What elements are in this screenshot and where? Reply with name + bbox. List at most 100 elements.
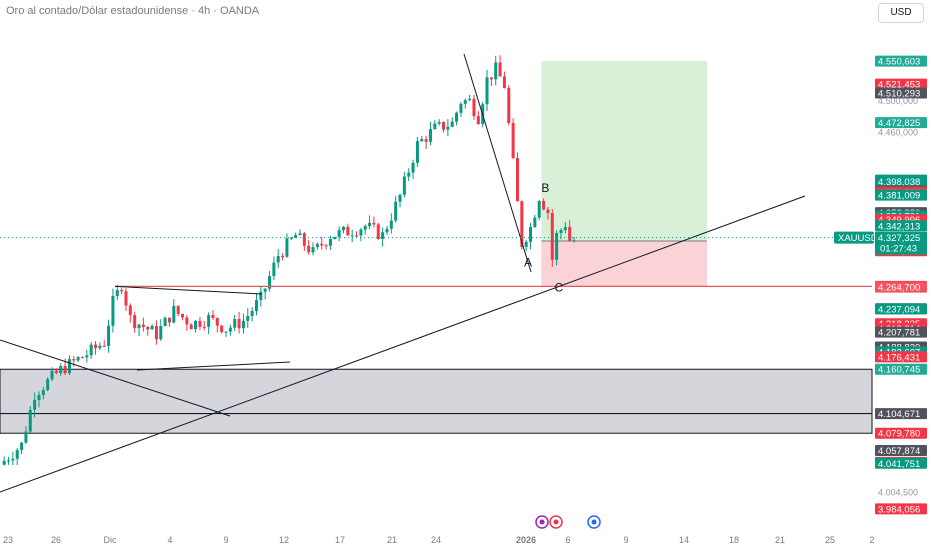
candle <box>67 355 71 376</box>
time-axis-label: 4 <box>167 535 172 545</box>
time-axis-label: 17 <box>335 535 345 545</box>
candle <box>472 94 476 120</box>
candle <box>502 71 506 89</box>
candle <box>515 152 519 202</box>
price-axis-label: 4.176,431 <box>875 351 927 363</box>
svg-text:4.460,000: 4.460,000 <box>878 128 918 138</box>
candle <box>337 226 341 242</box>
candle <box>289 236 293 240</box>
position-stop-zone[interactable] <box>541 241 707 287</box>
candle <box>185 315 189 331</box>
symbol-price-tag[interactable]: XAUUSD <box>834 231 878 245</box>
candle <box>507 85 511 126</box>
time-axis-label: 26 <box>51 535 61 545</box>
candle <box>194 320 198 333</box>
event-flag-icon[interactable] <box>587 515 601 529</box>
candle <box>494 55 498 86</box>
wave-label-b: B <box>541 181 549 195</box>
support-zone-1[interactable] <box>0 368 873 415</box>
ascending-trendline[interactable] <box>0 195 806 493</box>
candle <box>359 227 363 242</box>
candle <box>241 313 245 334</box>
candle <box>80 356 84 359</box>
candle <box>546 206 550 220</box>
svg-text:4.041,751: 4.041,751 <box>878 459 920 470</box>
support-zone-2[interactable] <box>0 413 873 434</box>
candle <box>355 231 359 238</box>
candle <box>485 69 489 112</box>
wedge-trendline[interactable] <box>463 53 532 273</box>
svg-text:4.510,293: 4.510,293 <box>878 88 920 99</box>
time-axis-label: 2 <box>869 535 874 545</box>
price-axis-label: 4.057,874 <box>875 445 927 457</box>
svg-text:4.176,431: 4.176,431 <box>878 352 920 363</box>
candle <box>529 222 533 250</box>
svg-text:4.550,603: 4.550,603 <box>878 57 920 68</box>
candle <box>233 314 237 331</box>
candle <box>376 222 380 241</box>
candle <box>137 323 141 336</box>
price-axis-label: 4.550,603 <box>875 55 927 68</box>
price-axis-label: 4.041,751 <box>875 457 927 470</box>
candle <box>220 325 224 334</box>
candle <box>311 242 315 256</box>
candle <box>455 111 459 126</box>
candle <box>555 230 559 266</box>
candle <box>446 119 450 137</box>
candle <box>328 235 332 250</box>
candle <box>167 317 171 327</box>
candle <box>37 391 41 408</box>
candle <box>20 442 24 455</box>
price-axis-label: 4.510,293 <box>875 87 927 99</box>
candle <box>128 303 132 323</box>
position-target-zone[interactable] <box>541 61 707 242</box>
event-flag-icon[interactable] <box>549 515 563 529</box>
candle <box>176 305 180 317</box>
candle <box>276 249 280 269</box>
event-flash-icon[interactable] <box>535 515 549 529</box>
candle <box>533 214 537 228</box>
candle <box>420 136 424 142</box>
candle <box>542 198 546 211</box>
candle <box>215 317 219 333</box>
svg-text:4.237,094: 4.237,094 <box>878 304 920 315</box>
candle <box>350 229 354 243</box>
time-axis-label: 18 <box>729 535 739 545</box>
candle <box>281 253 285 261</box>
candle <box>524 239 528 251</box>
svg-text:4.381,009: 4.381,009 <box>878 191 920 202</box>
candle <box>250 307 254 322</box>
currency-button[interactable]: USD <box>878 3 924 23</box>
candle <box>268 271 272 292</box>
candle <box>333 236 337 240</box>
candle <box>94 341 98 355</box>
triangle-upper-line[interactable] <box>115 285 263 295</box>
candle <box>302 231 306 251</box>
svg-text:4.521,453: 4.521,453 <box>878 80 920 91</box>
time-axis-label: 9 <box>223 535 228 545</box>
svg-text:3.984,056: 3.984,056 <box>878 504 920 515</box>
time-axis-label: 21 <box>775 535 785 545</box>
time-axis-label: 23 <box>3 535 13 545</box>
candle <box>172 299 176 324</box>
candle <box>2 456 6 466</box>
candle <box>111 288 115 333</box>
candle <box>498 55 502 77</box>
candle <box>24 426 28 444</box>
candle <box>394 196 398 223</box>
candle <box>341 225 345 234</box>
svg-text:4.004,500: 4.004,500 <box>878 488 918 498</box>
candle <box>146 326 150 336</box>
candle <box>294 232 298 239</box>
candle <box>450 117 454 128</box>
descending-trendline[interactable] <box>0 339 231 417</box>
candle <box>315 242 319 250</box>
triangle-lower-line[interactable] <box>136 361 291 371</box>
candle <box>411 159 415 180</box>
candle <box>307 239 311 255</box>
candle <box>254 292 258 316</box>
candle <box>50 367 54 382</box>
candle <box>372 216 376 228</box>
